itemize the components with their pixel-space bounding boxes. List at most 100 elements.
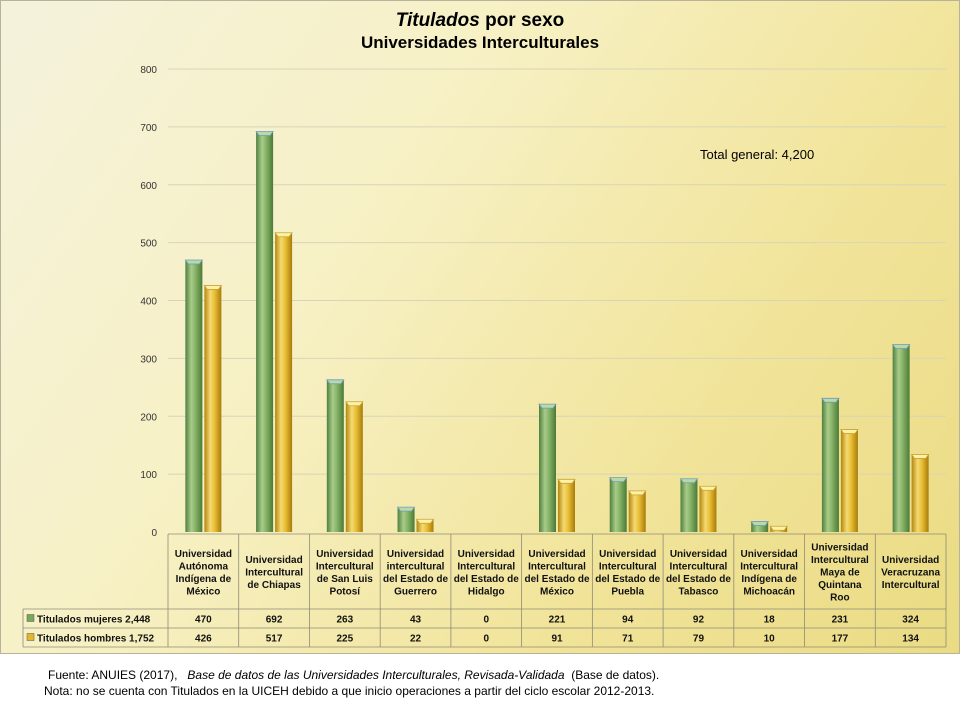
data-value: 177: [832, 634, 849, 645]
bar-cap: [627, 490, 647, 496]
bar-cap: [840, 429, 859, 434]
data-value: 221: [549, 615, 566, 626]
category-label: Universidad Intercultural del Estado de Pue…: [595, 549, 660, 598]
data-value: 91: [551, 634, 563, 645]
bar-women: [256, 131, 274, 532]
chart-title: Titulados por sexo: [0, 10, 960, 32]
data-value: 71: [622, 634, 634, 645]
series-label: Titulados mujeres 2,448: [37, 615, 151, 626]
bar-cap: [821, 397, 840, 403]
data-value: 517: [266, 634, 283, 645]
bar-women: [185, 259, 203, 532]
bar-cap: [679, 478, 699, 484]
title-italic-part: Titulados: [395, 10, 480, 31]
bar-women: [751, 521, 769, 532]
data-value: 18: [764, 615, 776, 626]
bar-cap: [608, 477, 628, 482]
bar-men: [275, 232, 293, 532]
bar-women: [821, 398, 839, 532]
data-value: 231: [832, 615, 849, 626]
bar-women: [892, 344, 910, 532]
data-value: 22: [410, 634, 422, 645]
source-prefix: Fuente: ANUIES (2017),: [48, 668, 178, 682]
data-value: 0: [483, 634, 489, 645]
bar-cap: [910, 454, 930, 459]
data-value: 324: [902, 615, 919, 626]
bar-cap: [891, 344, 911, 349]
data-value: 470: [195, 615, 212, 626]
footnote: Nota: no se cuenta con Titulados en la U…: [44, 684, 655, 698]
bar-cap: [345, 401, 364, 407]
category-label: Universidad Intercultural Maya de Quintana R…: [811, 543, 869, 604]
category-label: Universidad Intercultural de San Luis Potos…: [316, 549, 374, 598]
bar-cap: [274, 232, 293, 238]
y-tick-label: 700: [140, 123, 157, 134]
category-label: Universidad Intercultural del Estado de Hid…: [454, 549, 519, 598]
bar-men: [558, 479, 575, 532]
bar-cap: [698, 485, 718, 491]
chart-subtitle: Universidades Interculturales: [360, 33, 600, 52]
y-tick-label: 200: [140, 412, 157, 423]
bar-men: [345, 401, 363, 532]
data-value: 79: [693, 634, 705, 645]
bar-cap: [326, 379, 345, 385]
bar-men: [204, 285, 222, 532]
bar-women: [609, 477, 627, 532]
y-axis-ticks: 0 100 200 300 400 500 600 700 800: [140, 65, 157, 539]
bar-cap: [769, 525, 788, 531]
bar-cap: [538, 403, 557, 409]
category-label: Universidad Intercultural del Estado de Méx…: [524, 549, 589, 598]
category-label: Universidad Intercultural de Chiapas: [245, 555, 303, 591]
category-label: Universidad Veracruzana Intercultural: [881, 555, 940, 591]
data-value: 10: [764, 634, 776, 645]
bar-women: [397, 507, 415, 532]
data-value: 692: [266, 615, 283, 626]
data-value: 225: [336, 634, 353, 645]
bar-cap: [396, 506, 416, 512]
y-tick-label: 0: [151, 528, 157, 539]
bar-men: [840, 429, 858, 532]
legend-swatch-men: [26, 633, 35, 641]
bar-women: [326, 379, 344, 532]
legend-swatch-women: [26, 614, 35, 622]
data-value: 92: [693, 615, 705, 626]
bar-cap: [750, 521, 769, 526]
y-tick-label: 600: [140, 181, 157, 192]
bar-men: [911, 454, 929, 532]
bar-cap: [203, 285, 223, 290]
data-value: 0: [483, 615, 489, 626]
y-tick-label: 500: [140, 239, 157, 250]
bar-men: [628, 490, 646, 532]
title-rest: por sexo: [485, 10, 565, 31]
series-label: Titulados hombres 1,752: [37, 634, 155, 645]
bar-women: [539, 404, 556, 532]
bar-men: [699, 486, 717, 532]
chart-frame: [0, 0, 960, 654]
grid-lines: [168, 68, 946, 475]
bar-cap: [557, 478, 576, 484]
y-tick-label: 300: [140, 354, 157, 365]
bar-cap: [255, 131, 274, 136]
source-note: Fuente: ANUIES (2017), Base de datos de …: [48, 668, 659, 682]
data-value: 94: [622, 615, 634, 626]
bars: [184, 131, 930, 532]
data-value: 426: [195, 634, 212, 645]
bar-cap: [415, 518, 435, 524]
category-label: Universidad intercultural del Estado de Gue…: [383, 549, 448, 598]
data-value: 134: [902, 634, 919, 645]
source-title: Base de datos de las Universidades Inter…: [187, 668, 565, 682]
data-table: Universidad Autónoma Indígena de México Univ…: [22, 533, 947, 648]
source-suffix: (Base de datos).: [571, 668, 660, 682]
y-tick-label: 400: [140, 297, 157, 308]
y-tick-label: 800: [140, 65, 157, 76]
bar-cap: [184, 259, 204, 265]
bar-women: [680, 478, 698, 532]
total-label: Total general: 4,200: [700, 147, 815, 162]
category-label: Universidad Autónoma Indígena de México: [175, 549, 232, 598]
category-label: Universidad Intercultural del Estado de Tab…: [666, 549, 731, 598]
category-label: Universidad Intercultural Indígena de Micho…: [740, 549, 798, 598]
y-tick-label: 100: [140, 470, 157, 481]
data-value: 263: [336, 615, 353, 626]
data-value: 43: [410, 615, 422, 626]
